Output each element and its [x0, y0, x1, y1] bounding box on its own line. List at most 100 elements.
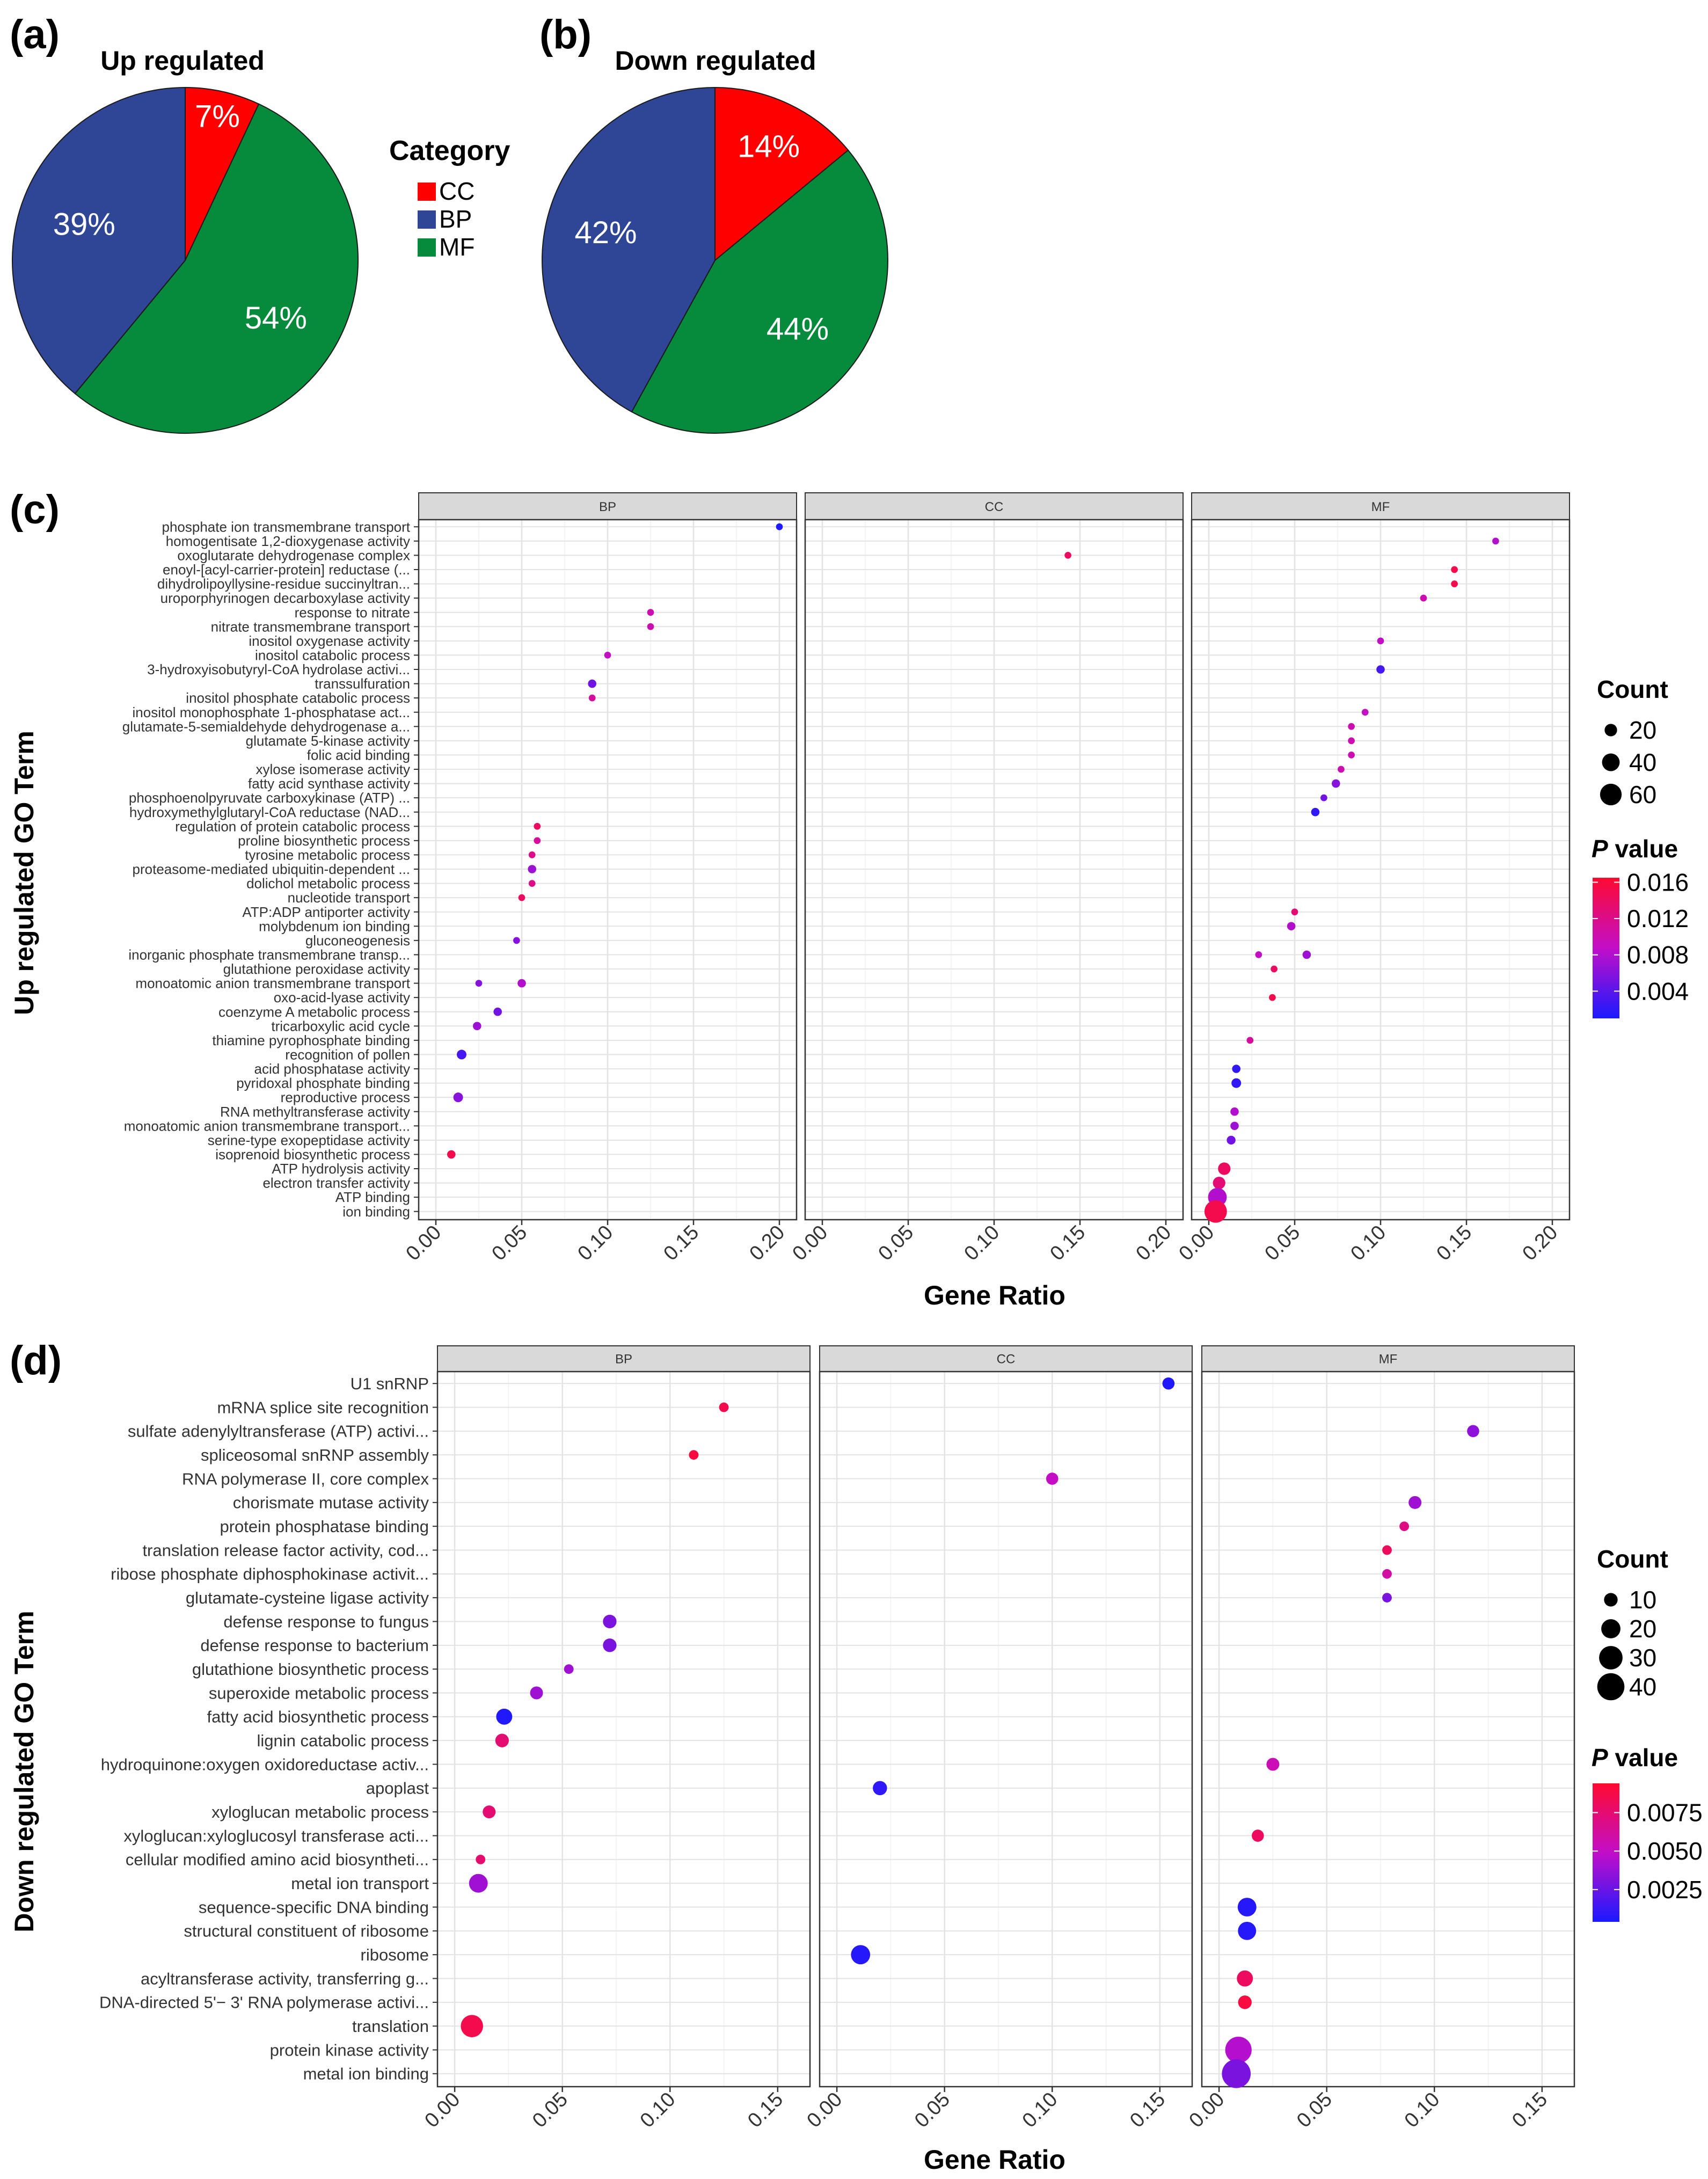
facet-label-mf: MF — [1379, 1352, 1398, 1367]
dot-plot-up-regulated: (c) Up regulated GO Term Gene Ratio phos… — [9, 487, 1689, 1310]
data-point — [1492, 537, 1499, 545]
pie-title-up: Up regulated — [100, 46, 265, 76]
go-term-label: acyltransferase activity, transferring g… — [141, 1969, 429, 1988]
x-tick-label: 0.00 — [802, 2088, 846, 2132]
data-point — [495, 1733, 509, 1747]
facet-strip-cc — [819, 1345, 1193, 1372]
data-point — [1064, 552, 1071, 559]
go-term-label: apoplast — [366, 1779, 429, 1798]
facet-label-mf: MF — [1371, 500, 1390, 514]
y-axis-title-c: Up regulated GO Term — [9, 731, 39, 1015]
data-point — [475, 980, 483, 987]
data-point — [719, 1402, 729, 1412]
data-point — [1227, 1135, 1236, 1145]
go-term-label: DNA-directed 5'− 3' RNA polymerase activ… — [99, 1993, 429, 2012]
go-term-label: fatty acid biosynthetic process — [207, 1708, 429, 1726]
data-point — [1225, 2036, 1252, 2064]
x-tick-label: 0.15 — [1126, 2088, 1170, 2132]
data-point — [534, 822, 541, 830]
data-point — [483, 1805, 496, 1819]
pie-chart-down-regulated: (b) Down regulated 14% 44% 42% — [539, 12, 889, 434]
go-term-label: reproductive process — [281, 1089, 410, 1105]
go-term-label: protein kinase activity — [270, 2040, 429, 2059]
panel-border — [819, 1371, 1193, 2088]
data-point — [851, 1945, 871, 1965]
facet-strip-mf — [1191, 492, 1570, 520]
data-point — [1230, 1121, 1239, 1131]
go-term-label: inositol catabolic process — [255, 647, 410, 664]
legend-key-mf — [418, 238, 436, 257]
data-point — [453, 1092, 463, 1103]
go-term-label: nucleotide transport — [288, 890, 411, 906]
go-term-label: phosphoenolpyruvate carboxykinase (ATP) … — [129, 790, 410, 806]
colorbar-tick-label: 0.004 — [1627, 977, 1689, 1005]
data-point — [1291, 908, 1298, 916]
pie-label-bp: 42% — [575, 215, 637, 250]
go-term-label: structural constituent of ribosome — [184, 1922, 429, 1941]
go-term-label: protein phosphatase binding — [220, 1517, 429, 1536]
data-point — [1376, 665, 1385, 674]
go-term-label: sulfate adenylyltransferase (ATP) activi… — [128, 1422, 429, 1441]
data-point — [1255, 951, 1262, 958]
data-point — [1237, 1970, 1253, 1987]
go-term-label: dihydrolipoyllysine-residue succinyltran… — [157, 576, 410, 592]
go-term-label: superoxide metabolic process — [209, 1684, 429, 1702]
count-legend-dot — [1599, 1646, 1623, 1670]
count-legend-title: Count — [1597, 675, 1668, 703]
data-point — [1266, 1758, 1280, 1771]
go-term-label: oxo-acid-lyase activity — [274, 989, 410, 1005]
go-term-label: phosphate ion transmembrane transport — [162, 519, 411, 535]
data-point — [1451, 566, 1458, 573]
count-legend-dot — [1600, 783, 1622, 806]
data-point — [1162, 1377, 1175, 1390]
data-point — [1238, 1921, 1257, 1940]
go-term-label: thiamine pyrophosphate binding — [212, 1032, 410, 1048]
go-term-label: U1 snRNP — [351, 1374, 429, 1393]
colorbar-tick-label: 0.008 — [1627, 941, 1689, 969]
x-tick-label: 0.15 — [1432, 1221, 1476, 1265]
data-point — [496, 1708, 513, 1725]
pvalue-legend-title-text: value — [1608, 1744, 1678, 1772]
go-term-label: RNA methyltransferase activity — [220, 1104, 410, 1120]
count-legend-value: 40 — [1629, 748, 1656, 776]
go-term-label: monoatomic anion transmembrane transport… — [124, 1118, 410, 1134]
facet-label-cc: CC — [997, 1352, 1016, 1367]
go-term-label: homogentisate 1,2-dioxygenase activity — [166, 533, 410, 549]
data-point — [1246, 1037, 1254, 1044]
go-term-label: transsulfuration — [315, 676, 410, 692]
facet-label-bp: BP — [615, 1352, 632, 1367]
data-point — [473, 1022, 481, 1031]
go-term-label: enoyl-[acyl-carrier-protein] reductase (… — [163, 562, 410, 578]
pie-label-mf: 44% — [767, 311, 829, 346]
go-term-label: ion binding — [342, 1204, 410, 1220]
go-term-label: inositol oxygenase activity — [249, 633, 410, 649]
data-point — [447, 1150, 456, 1159]
data-point — [1332, 779, 1340, 788]
x-tick-label: 0.15 — [659, 1221, 703, 1265]
go-term-label: metal ion transport — [291, 1874, 429, 1893]
go-term-label: ATP hydrolysis activity — [272, 1161, 410, 1177]
colorbar-tick-label: 0.016 — [1627, 868, 1689, 896]
pie-slice-bp — [542, 86, 716, 413]
legend-label-bp: BP — [439, 205, 472, 233]
data-point — [476, 1854, 486, 1864]
go-term-label: ATP:ADP antiporter activity — [242, 904, 410, 920]
pie-slice-mf — [74, 103, 359, 434]
go-term-label: inositol monophosphate 1-phosphatase act… — [133, 704, 410, 720]
go-term-label: ribose phosphate diphosphokinase activit… — [111, 1565, 429, 1584]
pvalue-legend-title: P value — [1592, 835, 1678, 863]
x-tick-label: 0.10 — [1346, 1221, 1390, 1265]
data-point — [1348, 737, 1355, 745]
x-tick-label: 0.05 — [1293, 2088, 1337, 2132]
colorbar-tick-label: 0.0050 — [1627, 1837, 1703, 1865]
x-tick-label: 0.20 — [1518, 1221, 1562, 1265]
pie-slice-cc — [185, 86, 260, 261]
facet-strip-mf — [1201, 1345, 1575, 1372]
go-term-label: xyloglucan:xyloglucosyl transferase acti… — [123, 1826, 429, 1845]
go-term-label: sequence-specific DNA binding — [199, 1898, 429, 1916]
data-point — [604, 652, 611, 659]
go-term-label: 3-hydroxyisobutyryl-CoA hydrolase activi… — [147, 661, 410, 677]
data-point — [1231, 1078, 1242, 1088]
go-term-label: proline biosynthetic process — [238, 833, 410, 849]
